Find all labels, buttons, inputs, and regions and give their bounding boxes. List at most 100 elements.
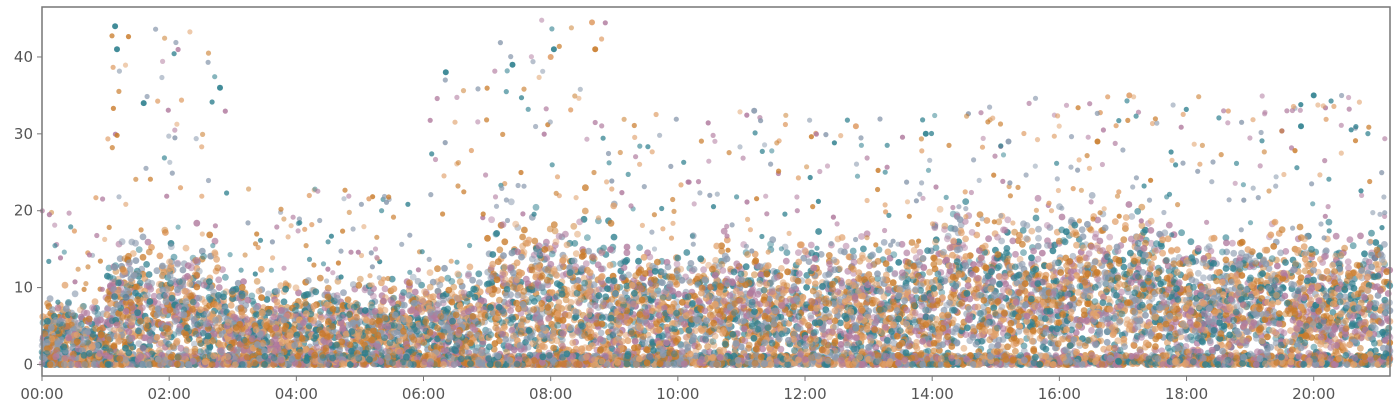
data-point-4764 — [518, 269, 525, 277]
data-point-3668 — [448, 354, 456, 362]
data-point-493 — [73, 331, 81, 339]
data-point-521 — [52, 222, 58, 228]
data-point-3834 — [484, 117, 490, 123]
data-point-4454 — [535, 242, 543, 250]
data-point-4687 — [564, 304, 572, 312]
data-point-4205 — [559, 342, 566, 350]
data-point-3232 — [252, 271, 258, 277]
data-point-3008 — [391, 329, 398, 337]
data-point-4597 — [598, 265, 605, 273]
data-point-2997 — [259, 340, 267, 347]
data-point-3276 — [297, 220, 303, 226]
data-point-4890 — [606, 160, 612, 166]
data-point-4481 — [534, 264, 542, 271]
data-point-4682 — [602, 293, 610, 301]
data-point-1321 — [163, 285, 171, 293]
data-point-3151 — [261, 353, 269, 360]
data-point-4677 — [584, 234, 591, 242]
data-point-3181 — [270, 354, 278, 362]
data-point-4617 — [545, 314, 553, 322]
data-point-530 — [68, 224, 74, 230]
data-point-1558 — [159, 74, 165, 81]
data-point-1498 — [156, 252, 164, 260]
data-point-4880 — [492, 68, 498, 74]
data-point-537 — [85, 264, 91, 270]
data-point-3789 — [467, 339, 474, 347]
data-point-356 — [80, 309, 88, 316]
data-point-513 — [80, 351, 88, 359]
data-point-1548 — [109, 33, 115, 39]
data-point-1504 — [185, 361, 193, 368]
data-point-3779 — [427, 361, 434, 368]
data-point-1542 — [110, 64, 116, 70]
data-point-4596 — [544, 266, 552, 274]
data-point-4917 — [600, 135, 606, 141]
data-point-4636 — [534, 294, 542, 302]
data-point-4785 — [525, 313, 533, 321]
data-point-514 — [88, 343, 96, 350]
data-point-496 — [47, 324, 55, 332]
data-point-2920 — [380, 297, 387, 305]
data-point-4654 — [518, 253, 525, 261]
data-point-4586 — [578, 253, 586, 260]
data-point-1432 — [154, 305, 162, 313]
data-point-1582 — [165, 107, 171, 113]
data-point-4828 — [585, 292, 592, 300]
data-point-3218 — [415, 267, 421, 273]
data-point-3229 — [366, 196, 372, 202]
data-point-4651 — [581, 207, 589, 215]
data-point-3773 — [449, 317, 456, 325]
data-point-1401 — [214, 264, 222, 272]
data-point-1336 — [119, 265, 126, 273]
data-point-4912 — [568, 107, 574, 113]
data-point-4584 — [494, 258, 502, 266]
data-point-4892 — [528, 54, 535, 60]
data-point-3822 — [461, 189, 467, 195]
data-point-3723 — [440, 322, 448, 330]
data-point-3305 — [475, 270, 483, 278]
data-point-494 — [81, 361, 89, 368]
data-point-4903 — [508, 54, 514, 60]
data-point-3159 — [368, 336, 376, 344]
data-point-129 — [94, 310, 102, 318]
data-point-4878 — [500, 131, 506, 137]
data-point-4604 — [534, 258, 541, 265]
data-point-3179 — [298, 335, 306, 342]
data-point-509 — [68, 309, 76, 317]
data-point-3805 — [421, 288, 428, 296]
data-point-4840 — [553, 337, 561, 345]
data-point-1529 — [122, 308, 130, 315]
data-point-4792 — [487, 331, 495, 339]
data-point-4826 — [559, 354, 566, 361]
data-point-3105 — [280, 316, 288, 324]
data-point-1546 — [209, 99, 215, 105]
data-point-4616 — [555, 232, 563, 240]
data-point-3273 — [338, 248, 344, 254]
data-point-3284 — [355, 249, 361, 255]
data-point-3794 — [436, 281, 444, 289]
data-point-1450 — [184, 262, 192, 269]
data-point-4700 — [606, 302, 614, 309]
data-point-3077 — [408, 346, 416, 354]
data-point-1353 — [180, 311, 188, 319]
data-point-4736 — [507, 307, 514, 314]
data-point-4746 — [573, 327, 581, 335]
data-point-4522 — [532, 203, 540, 211]
data-point-3247 — [419, 249, 425, 255]
data-point-4910 — [572, 93, 578, 99]
data-point-3801 — [440, 361, 447, 368]
data-point-3637 — [422, 318, 430, 326]
data-point-4897 — [533, 123, 539, 130]
data-point-4874 — [559, 330, 567, 337]
data-point-3243 — [274, 224, 280, 230]
data-point-3263 — [285, 234, 291, 240]
data-point-518 — [92, 325, 99, 332]
data-point-1420 — [193, 283, 201, 291]
data-point-1537 — [133, 176, 139, 182]
data-point-4918 — [504, 217, 511, 224]
data-point-3279 — [227, 252, 233, 258]
data-point-823 — [174, 260, 182, 268]
data-point-4850 — [546, 352, 553, 359]
data-point-4913 — [602, 20, 608, 26]
data-point-3265 — [246, 186, 252, 192]
